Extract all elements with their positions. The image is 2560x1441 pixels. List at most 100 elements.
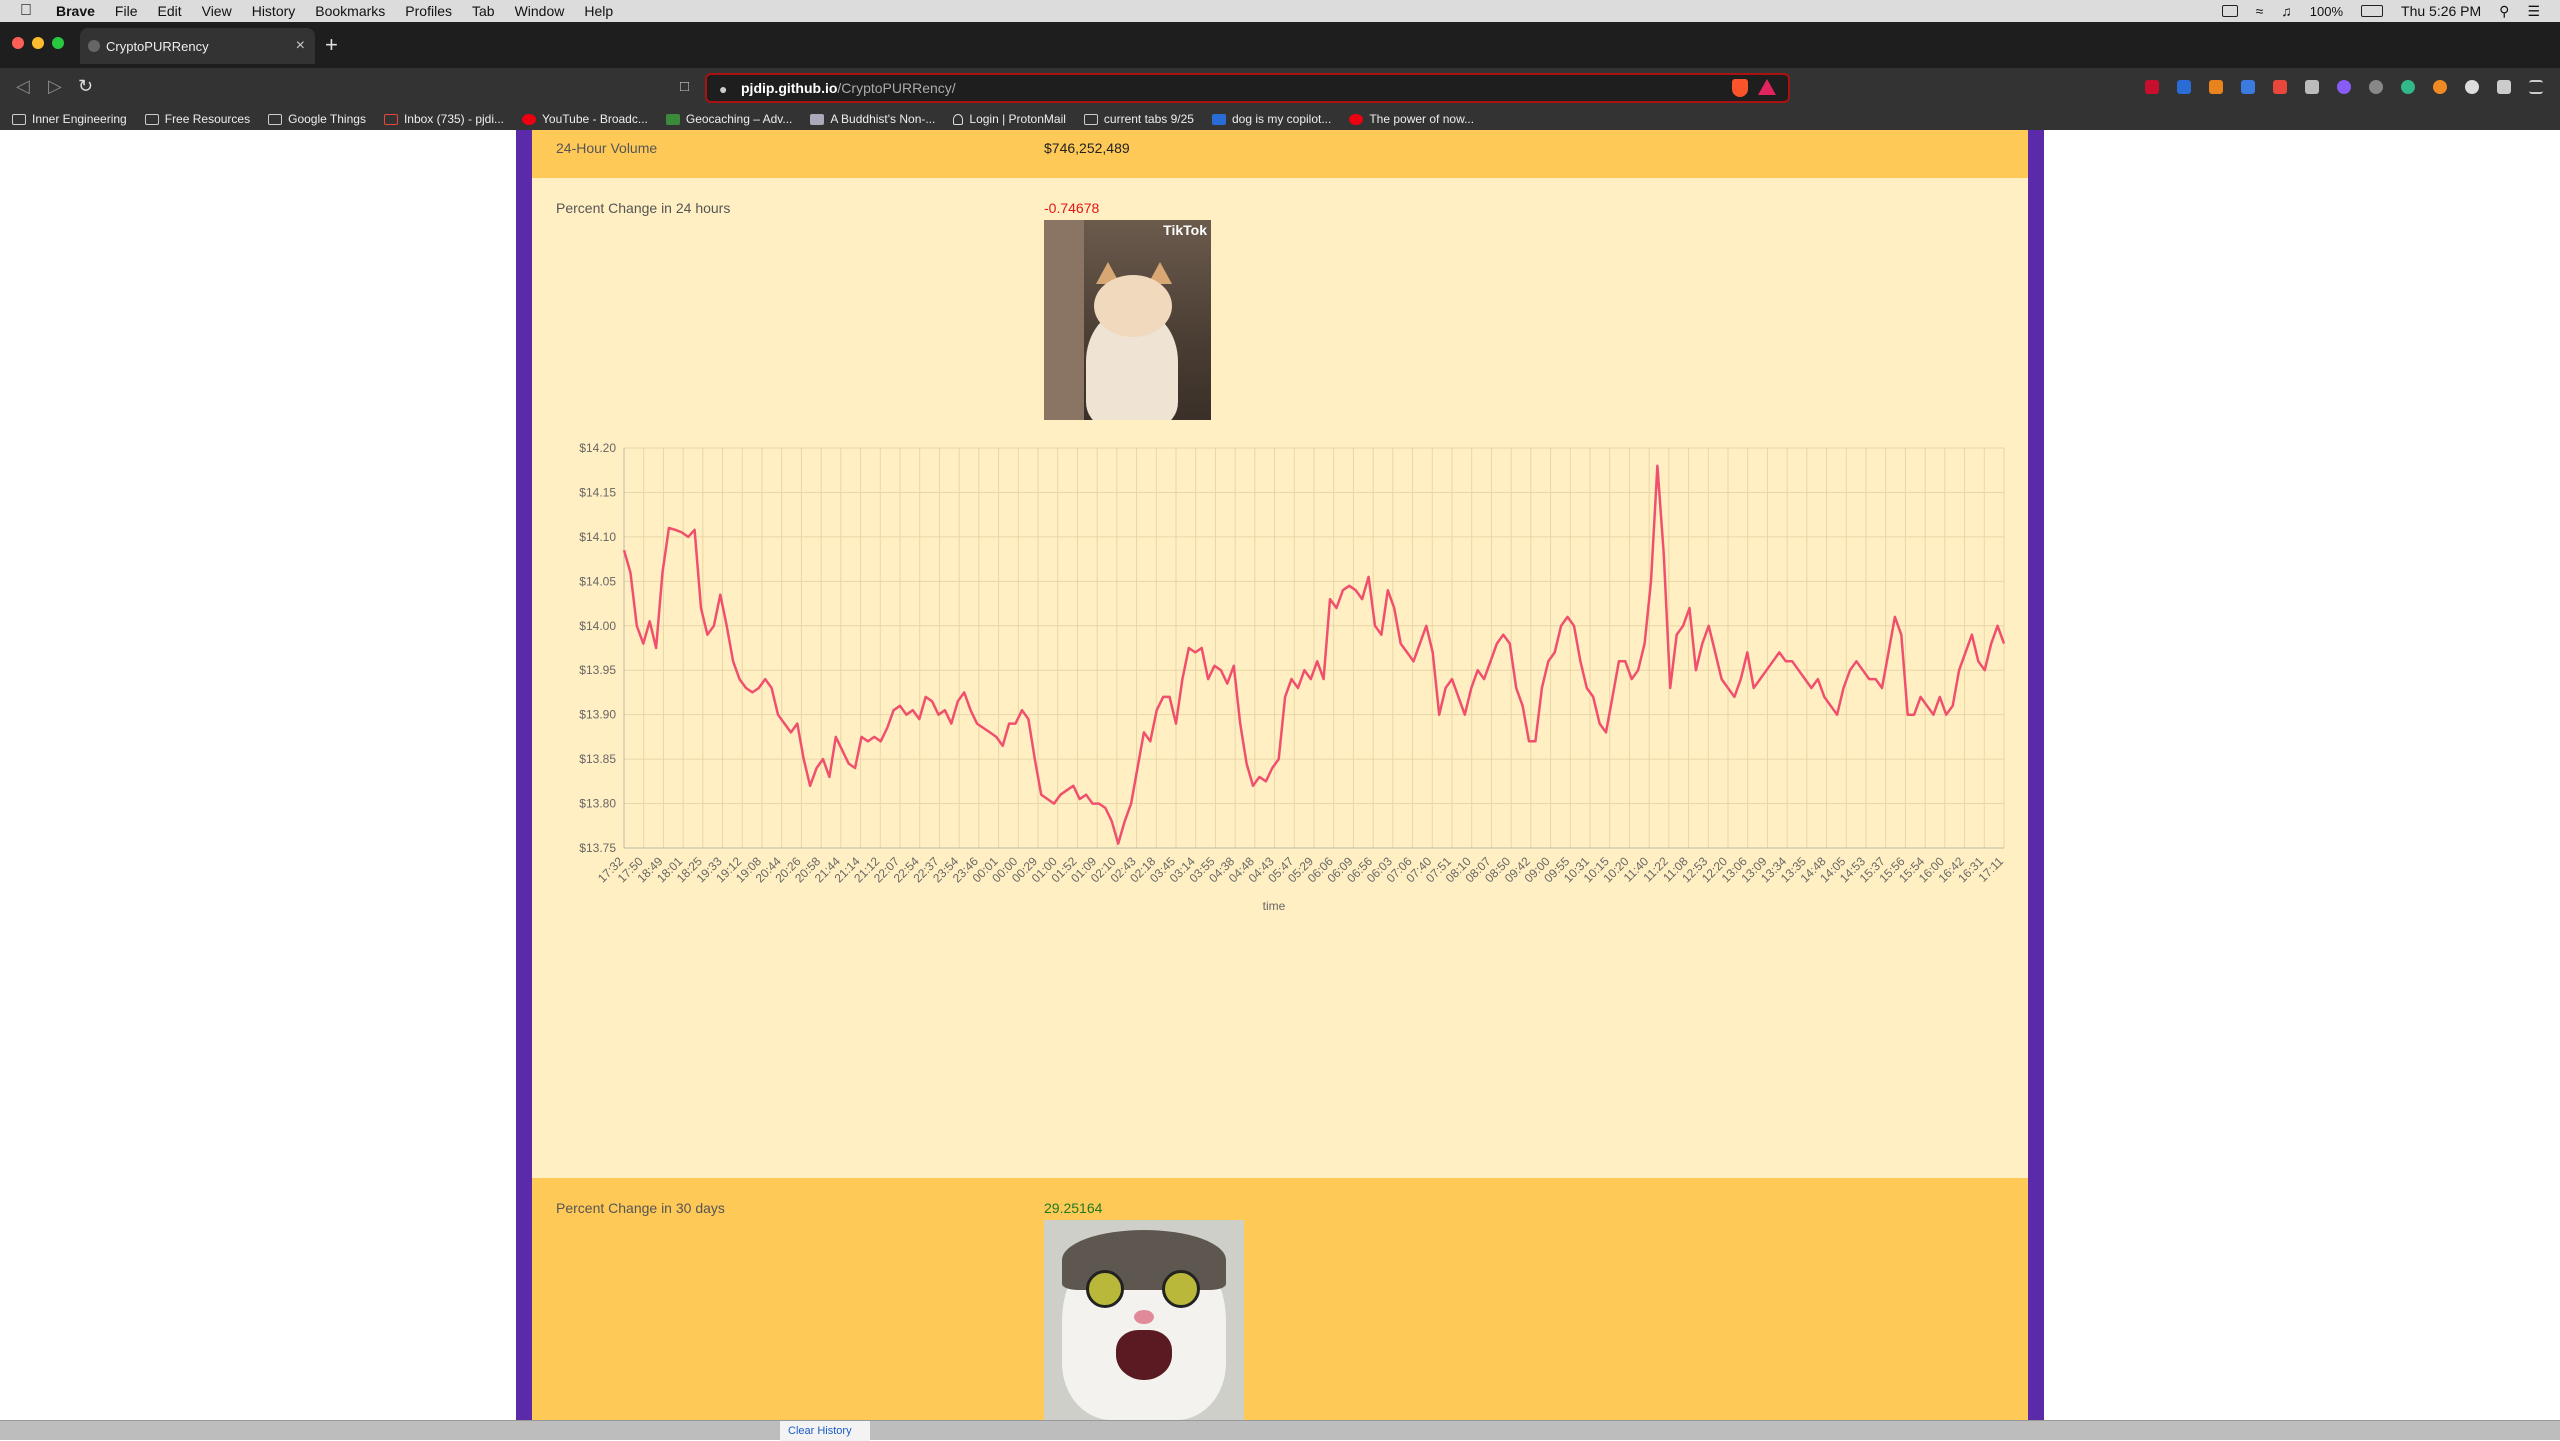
apple-icon[interactable]: 	[20, 2, 38, 20]
page-viewport[interactable]: 24-Hour Volume $746,252,489 Percent Chan…	[0, 130, 2560, 1420]
bookmark-item[interactable]: Login | ProtonMail	[953, 112, 1066, 126]
lock-icon[interactable]: ●	[719, 81, 728, 97]
y-tick-label: $13.75	[579, 841, 616, 855]
bookmark-label: A Buddhist's Non-...	[830, 112, 936, 126]
extension-orange-icon[interactable]	[2433, 80, 2447, 94]
y-tick-label: $13.85	[579, 752, 616, 766]
spotlight-icon[interactable]: ⚲	[2499, 2, 2510, 19]
tab-bar: CryptoPURRency × +	[0, 22, 2560, 68]
bookmark-label: YouTube - Broadc...	[542, 112, 648, 126]
cat-eye	[1086, 1270, 1124, 1308]
menu-help[interactable]: Help	[584, 3, 614, 19]
battery-icon[interactable]	[2361, 5, 2384, 17]
y-tick-label: $14.20	[579, 441, 616, 455]
bookmark-item[interactable]: The power of now...	[1349, 112, 1474, 126]
door	[1044, 220, 1084, 420]
change24-label: Percent Change in 24 hours	[556, 200, 731, 216]
wifi-icon[interactable]: ≈	[2255, 3, 2264, 19]
y-tick-label: $14.10	[579, 530, 616, 544]
display-icon[interactable]	[2221, 5, 2238, 17]
menu-edit[interactable]: Edit	[157, 3, 182, 19]
status-area: ≈ ♫ 100% Thu 5:26 PM ⚲ ☰	[2221, 0, 2540, 22]
maximize-window-button[interactable]	[52, 37, 64, 49]
extension-arrow-icon[interactable]	[2273, 80, 2287, 94]
control-center-icon[interactable]: ☰	[2527, 2, 2540, 19]
menu-profiles[interactable]: Profiles	[405, 3, 452, 19]
brave-shield-icon[interactable]	[1732, 79, 1748, 97]
bookmark-item[interactable]: dog is my copilot...	[1211, 112, 1331, 126]
menu-icon[interactable]	[2529, 80, 2543, 94]
bookmark-item[interactable]: current tabs 9/25	[1083, 112, 1194, 126]
menu-view[interactable]: View	[201, 3, 232, 19]
cat-mouth	[1116, 1330, 1172, 1380]
tiktok-watermark: TikTok	[1163, 222, 1207, 238]
cat-nose	[1134, 1310, 1154, 1324]
y-tick-label: $13.80	[579, 797, 616, 811]
extension-metamask-icon[interactable]	[2209, 80, 2223, 94]
new-tab-button[interactable]: +	[325, 32, 338, 57]
address-bar[interactable]: ● pjdip.github.io /CryptoPURRency/	[705, 73, 1790, 103]
row-volume: 24-Hour Volume $746,252,489	[532, 130, 2028, 178]
extension-translate-icon[interactable]	[2241, 80, 2255, 94]
bookmark-label: Inner Engineering	[32, 112, 127, 126]
youtube-icon	[522, 113, 537, 125]
bookmarks-bar: Inner Engineering Free Resources Google …	[0, 108, 2560, 130]
cat-ear	[1148, 262, 1172, 284]
y-tick-label: $14.15	[579, 485, 616, 499]
folder-icon	[268, 113, 283, 125]
bookmark-item[interactable]: A Buddhist's Non-...	[810, 112, 935, 126]
menu-tab[interactable]: Tab	[471, 3, 495, 19]
minimize-window-button[interactable]	[32, 37, 44, 49]
url-host: pjdip.github.io	[741, 80, 838, 96]
bookmark-label: The power of now...	[1369, 112, 1475, 126]
extension-green-icon[interactable]	[2401, 80, 2415, 94]
extension-lastpass-icon[interactable]	[2145, 80, 2159, 94]
gmail-icon	[383, 113, 398, 125]
bookmark-item[interactable]: Inner Engineering	[12, 112, 127, 126]
menu-history[interactable]: History	[251, 3, 296, 19]
row-change-30d: Percent Change in 30 days 29.25164	[532, 1178, 2028, 1420]
bookmark-item[interactable]: Google Things	[268, 112, 366, 126]
change24-value: -0.74678	[1044, 200, 1100, 216]
clear-history-button[interactable]: Clear History	[780, 1421, 870, 1441]
bookmark-label: Inbox (735) - pjdi...	[403, 112, 505, 126]
close-window-button[interactable]	[12, 37, 24, 49]
tab-close-icon[interactable]: ×	[295, 37, 305, 54]
menu-window[interactable]: Window	[514, 3, 565, 19]
folder-icon	[144, 113, 159, 125]
price-chart[interactable]: $14.20 $14.15 $14.10 $14.05 $14.00 $13.95 $13.…	[532, 428, 2028, 1168]
extension-white-icon[interactable]	[2465, 80, 2479, 94]
reload-icon[interactable]: ↻	[78, 76, 94, 96]
menu-app-name[interactable]: Brave	[56, 3, 95, 19]
clock[interactable]: Thu 5:26 PM	[2401, 3, 2482, 19]
bookmark-item[interactable]: Free Resources	[144, 112, 250, 126]
purple-frame: 24-Hour Volume $746,252,489 Percent Chan…	[516, 130, 2044, 1420]
browser-tab[interactable]: CryptoPURRency ×	[80, 28, 315, 64]
extension-vpn-icon[interactable]	[2305, 80, 2319, 94]
extension-blue-icon[interactable]	[2177, 80, 2191, 94]
brave-rewards-icon[interactable]	[1758, 79, 1776, 95]
volume-icon[interactable]: ♫	[2281, 3, 2292, 19]
content-column: 24-Hour Volume $746,252,489 Percent Chan…	[532, 130, 2028, 1420]
extension-gear-icon[interactable]	[2369, 80, 2383, 94]
bookmark-item[interactable]: YouTube - Broadc...	[522, 112, 648, 126]
volume-value: $746,252,489	[1044, 140, 1130, 156]
protonmail-icon	[953, 113, 964, 125]
bookmark-label: Google Things	[288, 112, 366, 126]
doc-icon	[1211, 113, 1226, 125]
back-icon[interactable]: ◁	[16, 76, 30, 96]
bookmark-item[interactable]: Inbox (735) - pjdi...	[383, 112, 505, 126]
extensions-puzzle-icon[interactable]	[2497, 80, 2511, 94]
bookmark-item[interactable]: Geocaching – Adv...	[665, 112, 793, 126]
forward-icon[interactable]: ▷	[48, 76, 62, 96]
row-change-24h: Percent Change in 24 hours -0.74678 TikT…	[532, 178, 2028, 1178]
background-window: Clear History	[0, 1420, 2560, 1441]
bookmark-label: Geocaching – Adv...	[685, 112, 793, 126]
y-tick-label: $13.90	[579, 708, 616, 722]
bookmark-label: Login | ProtonMail	[969, 112, 1066, 126]
menu-file[interactable]: File	[114, 3, 138, 19]
bookmark-page-icon[interactable]: □	[680, 78, 690, 95]
extension-github-icon[interactable]	[2337, 80, 2351, 94]
menu-bookmarks[interactable]: Bookmarks	[315, 3, 386, 19]
page-icon	[810, 113, 825, 125]
